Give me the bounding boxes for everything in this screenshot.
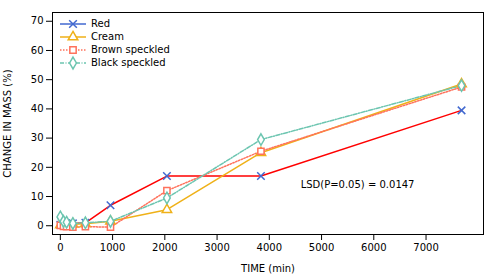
svg-text:2000: 2000: [152, 242, 177, 253]
svg-text:0: 0: [37, 220, 43, 231]
svg-text:40: 40: [31, 103, 44, 114]
svg-text:0: 0: [57, 242, 63, 253]
svg-text:70: 70: [31, 15, 44, 26]
svg-text:6000: 6000: [361, 242, 386, 253]
html-text:Red: Red: [91, 18, 110, 29]
svg-text:5000: 5000: [309, 242, 334, 253]
svg-text:7000: 7000: [413, 242, 438, 253]
svg-text:3000: 3000: [204, 242, 229, 253]
svg-text:4000: 4000: [257, 242, 282, 253]
html-text:Black speckled: Black speckled: [91, 57, 166, 68]
svg-text:1000: 1000: [100, 242, 125, 253]
svg-text:20: 20: [31, 162, 44, 173]
svg-text:30: 30: [31, 132, 44, 143]
html-text:Cream: Cream: [91, 31, 124, 42]
svg-text:60: 60: [31, 45, 44, 56]
svg-text:CHANGE IN MASS (%): CHANGE IN MASS (%): [2, 69, 13, 177]
svg-text:50: 50: [31, 74, 44, 85]
svg-text:TIME (min): TIME (min): [240, 263, 295, 274]
svg-text:LSD(P=0.05) = 0.0147: LSD(P=0.05) = 0.0147: [301, 179, 415, 190]
svg-text:10: 10: [31, 191, 44, 202]
html-text:Brown speckled: Brown speckled: [91, 44, 170, 55]
